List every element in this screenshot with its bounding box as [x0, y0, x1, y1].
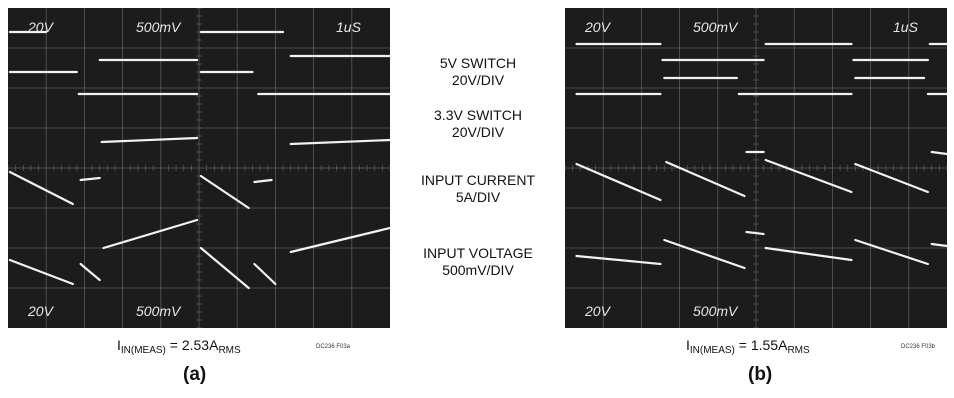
legend-5v-switch-line2: 20V/DIV [451, 72, 505, 88]
screen-label-top-b-1: 500mV [693, 19, 739, 35]
screen-label-bottom-a-0: 20V [27, 303, 55, 319]
trace-segment-a-series-2 [8, 170, 75, 206]
screen-label-bottom-b-0: 20V [584, 303, 612, 319]
screen-label-top-b-0: 20V [584, 19, 612, 35]
legend-input-voltage-line1: INPUT VOLTAGE [423, 245, 533, 261]
trace-segment-a-series-2 [100, 136, 199, 144]
legend-input-current: INPUT CURRENT 5A/DIV [394, 172, 562, 206]
trace-segment-b-series-3 [663, 238, 746, 270]
caption-a-main: I [117, 337, 121, 353]
trace-segment-a-series-2 [253, 178, 273, 184]
trace-segment-a-series-3 [289, 226, 390, 254]
caption-a-eq: = 2.53A [165, 337, 219, 353]
legend-3v3-switch-line1: 3.3V SWITCH [434, 107, 522, 123]
caption-a-sub1: IN(MEAS) [120, 345, 166, 356]
screen-label-top-a-0: 20V [27, 19, 55, 35]
trace-segment-b-series-2 [665, 160, 746, 198]
legend-3v3-switch: 3.3V SWITCH 20V/DIV [394, 107, 562, 141]
panel-label-b: (b) [748, 364, 773, 385]
caption-a: IIN(MEAS) = 2.53ARMS [117, 337, 241, 356]
screen-label-bottom-b-1: 500mV [693, 303, 739, 319]
trace-segment-b-series-3 [854, 238, 929, 266]
scope-plot-b: 20V 500mV 1uS 20V 500mV [565, 8, 947, 328]
trace-segment-a-series-3 [199, 246, 250, 290]
screen-label-top-a-1: 500mV [136, 19, 182, 35]
oscilloscope-screen-b: 20V 500mV 1uS 20V 500mV [565, 8, 947, 328]
legend-5v-switch: 5V SWITCH 20V/DIV [394, 55, 562, 89]
trace-segment-b-series-2 [930, 150, 947, 156]
legend-3v3-switch-line2: 20V/DIV [451, 124, 505, 140]
oscilloscope-screen-a: 20V 500mV 1uS 20V 500mV [8, 8, 390, 328]
trace-segment-b-series-3 [745, 230, 765, 236]
screen-label-top-a-2: 1uS [336, 19, 362, 35]
legend-input-current-line1: INPUT CURRENT [420, 172, 536, 188]
trace-segment-a-series-2 [79, 176, 101, 182]
caption-b-sub1: IN(MEAS) [689, 345, 735, 356]
screen-label-top-b-2: 1uS [893, 19, 919, 35]
caption-a-sub2: RMS [218, 345, 241, 356]
figure-code-b: DC236 F03b [901, 344, 936, 350]
trace-segment-a-series-3 [79, 262, 101, 282]
scope-plot-a: 20V 500mV 1uS 20V 500mV [8, 8, 390, 328]
caption-b-sub2: RMS [787, 345, 810, 356]
trace-segment-b-series-3 [575, 254, 662, 266]
caption-b: IIN(MEAS) = 1.55ARMS [686, 337, 810, 356]
trace-segment-b-series-2 [764, 158, 853, 194]
trace-segment-a-series-3 [8, 258, 75, 286]
trace-segment-b-series-2 [575, 162, 662, 202]
trace-segment-a-series-2 [289, 138, 390, 146]
legend-5v-switch-line1: 5V SWITCH [439, 55, 517, 71]
legend-input-voltage-line2: 500mV/DIV [442, 262, 514, 278]
trace-segment-a-series-3 [253, 262, 277, 286]
caption-b-eq: = 1.55A [734, 337, 788, 353]
legend-input-voltage: INPUT VOLTAGE 500mV/DIV [394, 245, 562, 279]
trace-segment-b-series-3 [930, 242, 947, 248]
trace-segment-b-series-2 [854, 162, 929, 194]
trace-segment-b-series-3 [764, 246, 853, 262]
trace-segment-a-series-2 [199, 174, 250, 210]
caption-b-main: I [686, 337, 690, 353]
panel-label-a: (a) [183, 364, 207, 385]
legend-input-current-line2: 5A/DIV [455, 189, 501, 205]
figure-code-a: DC236 F03a [316, 344, 351, 350]
trace-segment-a-series-3 [102, 218, 199, 250]
screen-label-bottom-a-1: 500mV [136, 303, 182, 319]
